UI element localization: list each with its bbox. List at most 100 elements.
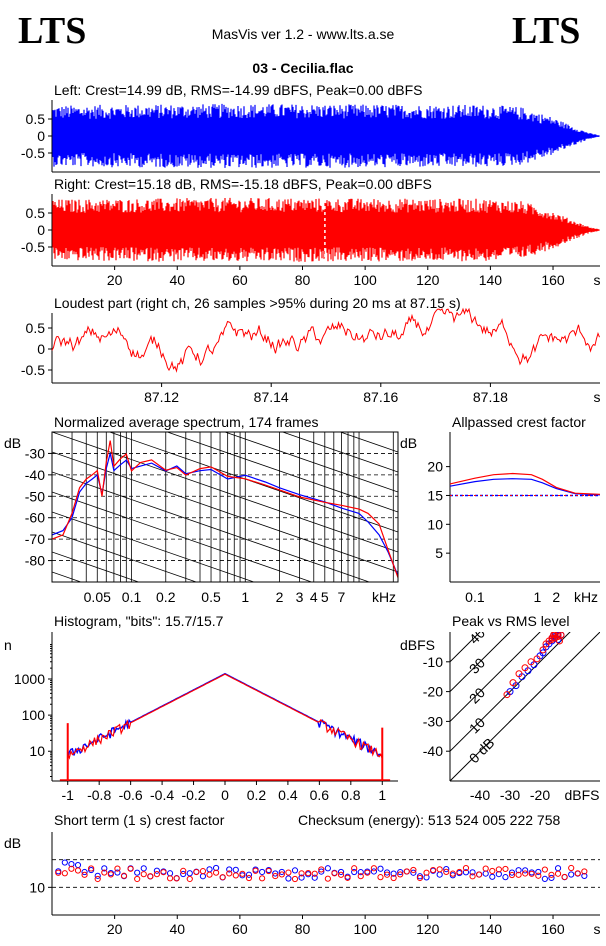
peak-rms-point-right [554, 632, 562, 640]
histogram-xtick-label: 0 [221, 787, 229, 803]
spectrum-xtick-label: 0.1 [122, 589, 142, 605]
spectrum-ytick-label: -50 [25, 488, 45, 504]
right-waveform-xtick-label: 160 [541, 272, 565, 288]
spectrum-slope-line [52, 592, 398, 712]
spectrum-xtick-label: 0.05 [84, 589, 111, 605]
spectrum-ytick-label: -70 [25, 531, 45, 547]
short-term-point-right [449, 870, 456, 877]
short-term-point-right [226, 870, 233, 877]
short-term-point-right [364, 869, 371, 876]
spectrum-slope-line [166, 432, 398, 513]
short-term-point-right [114, 865, 121, 872]
loudest-part-ytick-label: 0 [37, 341, 45, 357]
short-term-point-left [291, 867, 299, 874]
spectrum-slope-line [108, 432, 398, 533]
short-term-point-right [548, 871, 555, 878]
allpassed-ytick-label: 10 [427, 516, 443, 532]
spectrum-slope-line [52, 531, 198, 582]
allpassed-title: Allpassed crest factor [452, 414, 586, 430]
short-term-point-right [574, 870, 581, 877]
short-term-point-right [410, 866, 417, 874]
short-term-point-left [226, 866, 233, 873]
histogram-ytick-label: 10 [29, 743, 45, 759]
short-term-point-left [186, 870, 193, 877]
short-term-point-right [147, 873, 154, 880]
short-term-xtick-label: 140 [479, 921, 503, 937]
peak-rms-xtick-label: -40 [470, 787, 490, 803]
short-term-point-right [344, 874, 351, 881]
allpassed-x-unit: kHz [574, 589, 598, 605]
loudest-part-line [51, 307, 600, 373]
short-term-point-left [153, 867, 161, 874]
short-term-xtick-label: 40 [169, 921, 185, 937]
loudest-part-xtick-label: 87.14 [254, 389, 289, 405]
peak-rms-point-right [548, 635, 556, 643]
short-term-point-right [318, 866, 325, 873]
right-waveform-xtick-label: 20 [107, 272, 123, 288]
short-term-point-left [278, 868, 285, 876]
short-term-xtick-label: 60 [232, 921, 248, 937]
spectrum-slope-line [52, 652, 398, 772]
short-term-point-right [212, 869, 220, 876]
peak-rms-diagonal [450, 632, 541, 723]
left-channel-title: Left: Crest=14.99 dB, RMS=-14.99 dBFS, P… [54, 82, 423, 98]
short-term-point-left [390, 870, 397, 877]
spectrum-border [51, 431, 399, 583]
peak-rms-diag-label: 30 [466, 654, 488, 676]
loudest-part-xtick-label: 87.18 [473, 389, 508, 405]
spectrum-xtick-label: 1 [241, 589, 249, 605]
short-term-ylabel: dB [4, 835, 21, 851]
short-term-xtick-label: 100 [353, 921, 377, 937]
peak-rms-title: Peak vs RMS level [452, 613, 570, 629]
short-term-point-left [554, 865, 562, 872]
histogram-ytick-label: 1000 [14, 671, 45, 687]
short-term-point-left [357, 869, 364, 876]
short-term-xtick-label: 20 [107, 921, 123, 937]
short-term-point-right [311, 870, 318, 877]
short-term-point-right [153, 871, 161, 878]
peak-rms-diagonal [450, 632, 511, 693]
short-term-point-right [502, 865, 509, 873]
short-term-point-right [351, 865, 358, 872]
short-term-point-right [140, 871, 147, 878]
short-term-point-left [568, 871, 575, 878]
short-term-point-left [383, 869, 391, 876]
short-term-ytick-label: 10 [29, 879, 45, 895]
spectrum-slope-line [52, 612, 398, 732]
allpassed-series-right [449, 472, 601, 495]
short-term-point-right [166, 875, 174, 882]
spectrum-xtick-label: 0.5 [201, 589, 221, 605]
allpassed-ylabel: dB [400, 435, 417, 451]
spectrum-title: Normalized average spectrum, 174 frames [54, 414, 319, 430]
histogram-xtick-label: -0.6 [119, 787, 143, 803]
spectrum-slope-line [52, 491, 313, 582]
peak-rms-diagonal [450, 632, 600, 781]
spectrum-slope-line [52, 551, 140, 582]
short-term-point-left [416, 873, 424, 880]
file-title: 03 - Cecilia.flac [252, 60, 354, 76]
spectrum-xtick-label: 7 [338, 589, 346, 605]
histogram-ytick-label: 100 [22, 707, 46, 723]
short-term-point-right [219, 874, 226, 881]
peak-rms-diagonal [450, 632, 481, 663]
spectrum-slope-line [52, 432, 398, 553]
right-waveform-xtick-label: 60 [232, 272, 248, 288]
short-term-point-right [272, 872, 279, 880]
spectrum-x-unit: kHz [372, 589, 396, 605]
loudest-part-x-unit: s [594, 389, 601, 405]
short-term-point-left [114, 869, 121, 876]
short-term-point-left [535, 868, 542, 876]
short-term-point-left [140, 865, 147, 872]
short-term-point-right [528, 870, 535, 877]
short-term-point-left [206, 866, 213, 873]
short-term-point-left [245, 871, 253, 878]
histogram-xtick-label: 0.6 [310, 787, 330, 803]
short-term-point-left [61, 859, 68, 866]
short-term-point-right [245, 874, 253, 882]
peak-rms-point-right [515, 670, 523, 678]
short-term-xtick-label: 80 [295, 921, 311, 937]
short-term-point-right [305, 870, 312, 877]
short-term-point-right [94, 875, 101, 883]
short-term-point-right [429, 866, 437, 874]
